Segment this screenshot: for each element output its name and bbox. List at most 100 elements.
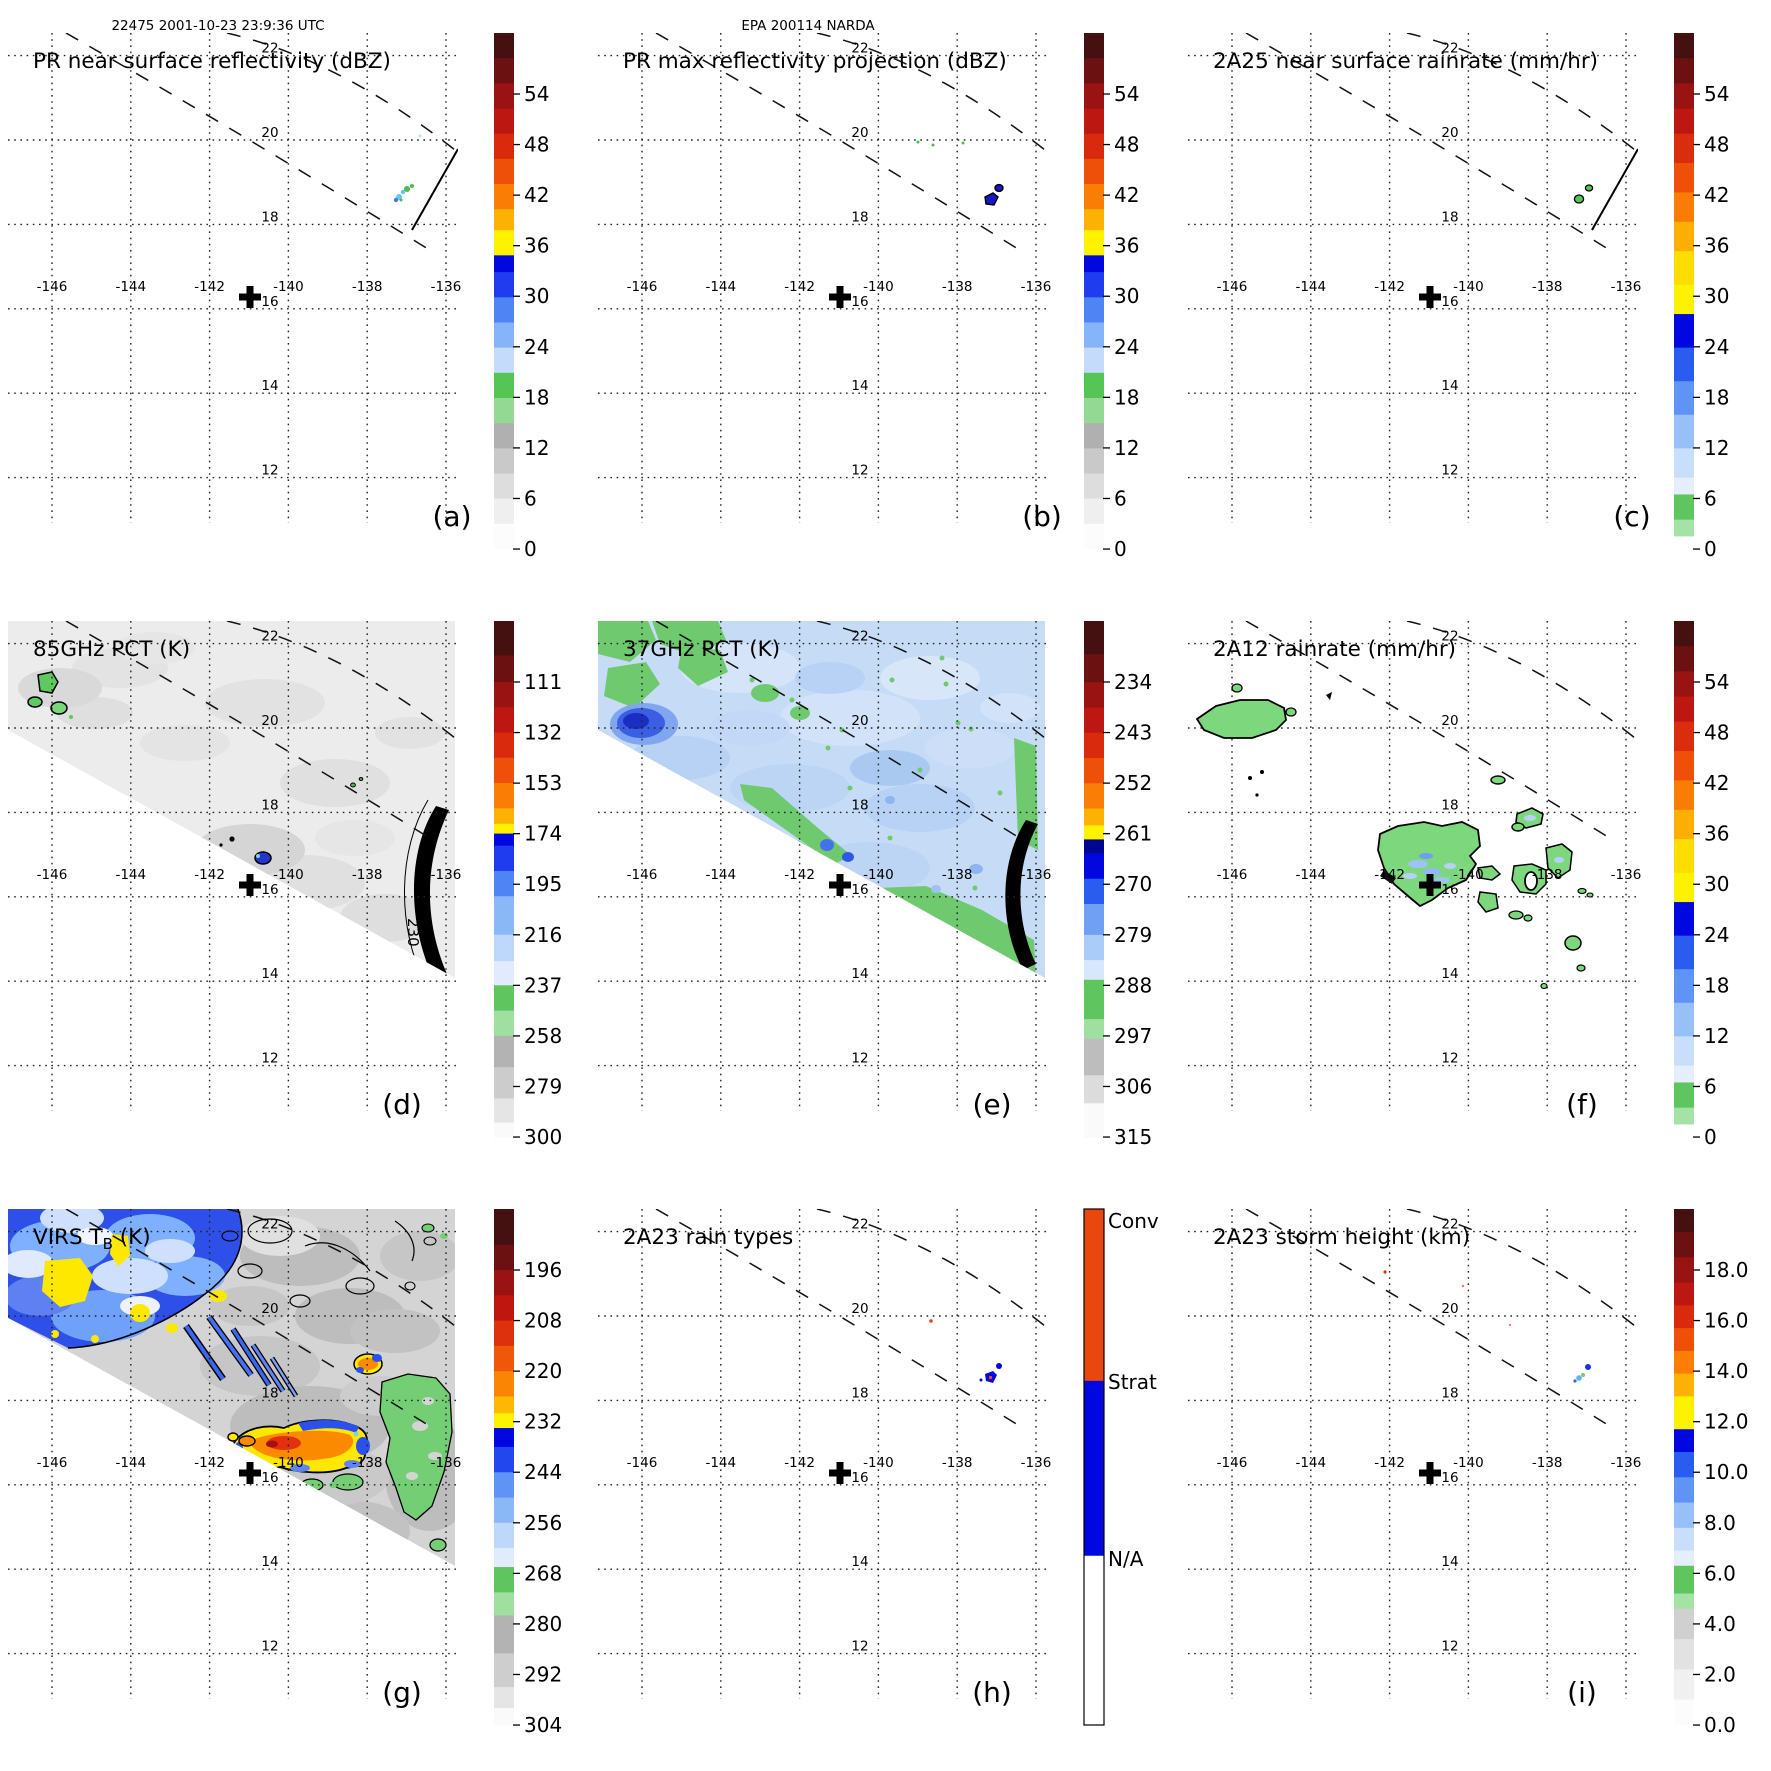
colorbar-band <box>1674 1593 1694 1610</box>
swath-edge-dashed-line <box>65 33 437 255</box>
colorbar-band <box>494 1396 514 1414</box>
data-blob <box>790 706 810 720</box>
colorbar-band <box>494 845 514 872</box>
colorbar-band <box>494 230 514 256</box>
data-blob <box>1477 865 1502 881</box>
colorbar-tick-label: 6 <box>1704 1074 1717 1098</box>
colorbar-band <box>1674 1257 1694 1284</box>
colorbar-band <box>1674 1429 1694 1453</box>
panel-svg-a: -146 -144 -142 -140 -138 -136 22 20 18 16 14 12 2247… <box>8 18 549 561</box>
lat-label: 16 <box>261 294 278 310</box>
colorbar-band <box>1084 1380 1104 1557</box>
data-dot <box>996 1363 1002 1369</box>
panel-title: 85GHz PCT (K) <box>33 637 190 662</box>
colorbar-c: 54 48 42 36 30 24 18 12 6 0 <box>1674 33 1729 561</box>
panel-g: -146 -144 -142 -140 -138 -136 22 20 18 16 14 12 VIRS… <box>0 1176 590 1771</box>
data-dot <box>1255 793 1259 797</box>
colorbar-tick-label: 16.0 <box>1704 1309 1749 1333</box>
lat-label: 12 <box>851 463 868 479</box>
data-dot <box>404 186 410 192</box>
data-blob <box>332 1473 364 1491</box>
colorbar-band <box>1084 423 1104 449</box>
cross-section-line <box>207 1315 253 1377</box>
colorbar-tick-label: 6 <box>1704 486 1717 510</box>
swath-mottle <box>795 662 865 694</box>
data-dot <box>1260 770 1264 774</box>
swath-edge-dashed-line <box>1245 621 1617 843</box>
colorbar-tick-label: 208 <box>524 1309 562 1333</box>
colorbar-band <box>1674 494 1694 521</box>
lon-label: -144 <box>115 279 146 295</box>
colorbar-band <box>1674 696 1694 723</box>
colorbar-tick-label: 280 <box>524 1612 562 1636</box>
data-blob <box>1554 857 1564 863</box>
data-blob <box>356 1367 364 1373</box>
lon-label: -146 <box>627 1455 658 1471</box>
colorbar-band <box>494 523 514 550</box>
lat-label: 18 <box>1441 797 1458 813</box>
data-blob <box>1403 873 1417 879</box>
colorbar-band <box>494 985 514 1012</box>
data-dot <box>256 854 260 858</box>
colorbar-band <box>1674 1282 1694 1306</box>
colorbar-band <box>1084 682 1104 708</box>
data-blob <box>1576 964 1586 972</box>
colorbar-tick-label: 256 <box>524 1511 562 1535</box>
colorbar-band <box>1084 654 1104 683</box>
lat-label: 14 <box>851 378 868 394</box>
data-dot <box>939 655 945 661</box>
colorbar-band <box>1084 498 1104 525</box>
panel-letter: (d) <box>382 1088 422 1121</box>
lat-label: 16 <box>261 1470 278 1486</box>
colorbar-band <box>494 707 514 733</box>
colorbar-band <box>1674 935 1694 970</box>
lon-label: -146 <box>37 1455 68 1471</box>
colorbar-band <box>494 83 514 109</box>
cross-section-line <box>184 1324 225 1381</box>
colorbar-band <box>1674 1328 1694 1352</box>
swath-mottle <box>240 1216 320 1256</box>
colorbar-band <box>1084 255 1104 273</box>
colorbar-band <box>494 1428 514 1448</box>
data-blob <box>1231 683 1243 693</box>
swath-edge-dashed-line <box>65 1209 437 1431</box>
map-area-e <box>598 621 1048 1111</box>
panel-svg-f: -146 -144 -142 -140 -138 -136 22 20 18 16 14 12 2A12… <box>1188 621 1729 1149</box>
data-blob <box>751 684 779 702</box>
data-dot <box>943 681 949 687</box>
lat-label: 12 <box>1441 1051 1458 1067</box>
colorbar-band <box>1084 732 1104 759</box>
data-blob <box>969 864 983 874</box>
colorbar-band <box>494 1708 514 1726</box>
lat-label: 14 <box>851 1554 868 1570</box>
data-dot <box>219 843 223 847</box>
colorbar-band <box>494 1413 514 1429</box>
colorbar-tick-label: 30 <box>1704 284 1729 308</box>
colorbar-band <box>1674 1608 1694 1640</box>
data-blob <box>1584 184 1594 192</box>
data-dot <box>979 1378 983 1382</box>
colorbar-tick-label: 279 <box>524 1074 562 1098</box>
colorbar-tick-label: 0.0 <box>1704 1713 1736 1737</box>
data-blob <box>422 1397 434 1405</box>
map-area-b <box>598 33 1048 523</box>
lat-label: 22 <box>261 1217 278 1233</box>
data-dot <box>929 1319 933 1323</box>
panel-svg-c: -146 -144 -142 -140 -138 -136 22 20 18 16 14 12 2A25… <box>1188 33 1729 561</box>
colorbar-band <box>1084 783 1104 810</box>
data-blob <box>350 782 356 788</box>
data-dot <box>749 677 755 683</box>
lon-label: -146 <box>627 867 658 883</box>
colorbar-tick-label: 54 <box>524 82 549 106</box>
colorbar-border <box>1083 1208 1105 1726</box>
data-blob <box>266 1440 278 1448</box>
map-area-f <box>1188 621 1638 1111</box>
colorbar-tick-label: 24 <box>524 335 549 359</box>
data-blob <box>238 1435 256 1447</box>
map-area-d: 230 <box>8 621 458 1111</box>
data-blob <box>379 1373 453 1521</box>
colorbar-tick-label: 10.0 <box>1704 1460 1749 1484</box>
swath-edge-dashed-line <box>816 1209 1046 1327</box>
panel-title: VIRS TB (K) <box>33 1225 151 1253</box>
panel-i: -146 -144 -142 -140 -138 -136 22 20 18 16 14 12 2A23… <box>1180 1176 1770 1771</box>
